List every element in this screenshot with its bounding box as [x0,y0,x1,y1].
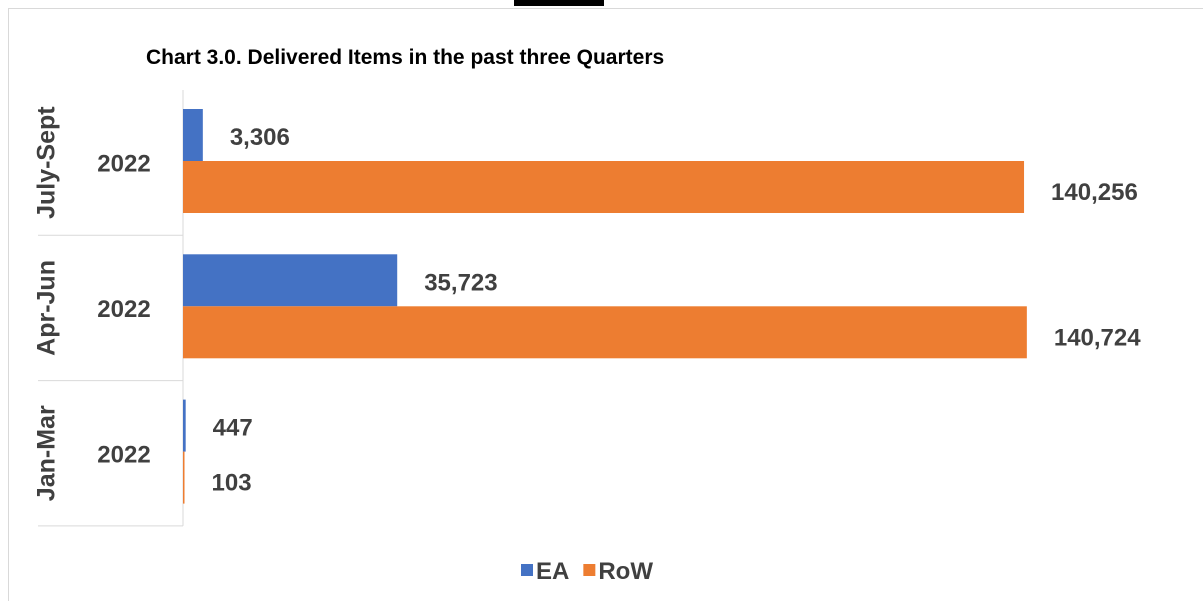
category-inner-label: 2022 [97,441,150,468]
data-label-row: 140,724 [1054,324,1141,351]
data-label-ea: 447 [213,415,253,442]
category-inner-label: 2022 [97,151,150,178]
bar-ea [183,399,186,452]
data-labels-group: 3,306 140,256 35,723 140,724 447 103 [212,124,1142,497]
data-label-row: 140,256 [1051,179,1138,206]
data-label-ea: 35,723 [424,269,497,296]
bar-ea [183,109,203,161]
category-axis: July-Sept 2022 Apr-Jun 2022 Jan-Mar 2022 [33,90,184,527]
bar-row [183,451,185,504]
legend-swatch-row [583,564,596,576]
bar-row [183,306,1027,359]
data-label-row: 103 [212,470,252,497]
data-label-ea: 3,306 [230,124,290,151]
chart-title: Chart 3.0. Delivered Items in the past t… [146,46,664,69]
legend-swatch-ea [521,564,533,576]
bar-row [183,161,1025,213]
legend: EA RoW [521,558,653,585]
bars-group [183,109,1027,504]
header-clip-fragment [514,0,604,6]
legend-label-ea: EA [536,558,569,585]
bar-ea [183,254,398,307]
category-outer-label: Apr-Jun [33,260,61,356]
category-outer-label: Jan-Mar [33,405,61,501]
category-inner-label: 2022 [97,296,150,323]
category-outer-label: July-Sept [33,106,61,219]
legend-label-row: RoW [598,558,653,585]
